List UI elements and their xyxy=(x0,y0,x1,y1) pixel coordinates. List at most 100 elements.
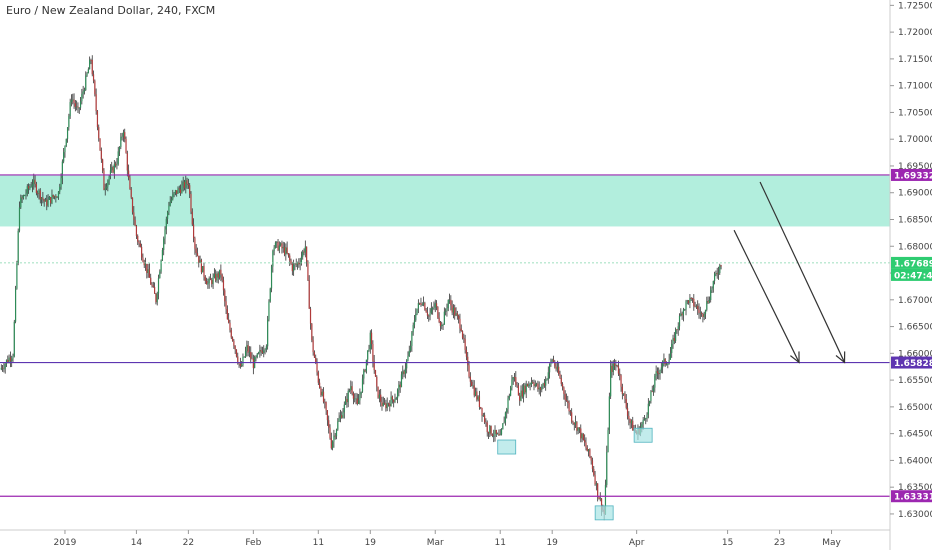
candle-body xyxy=(195,248,197,254)
candle-body xyxy=(303,251,305,253)
candle-body xyxy=(20,197,22,208)
candle-body xyxy=(95,94,97,112)
candle-body xyxy=(383,402,386,404)
candle-body xyxy=(629,419,631,424)
candle-body xyxy=(239,363,241,367)
candle-body xyxy=(437,306,439,318)
candle-body xyxy=(404,368,406,374)
candle-body xyxy=(476,391,478,400)
candle-body xyxy=(537,383,539,390)
candle-body xyxy=(416,308,418,315)
candle-body xyxy=(18,207,21,231)
candle-body xyxy=(482,415,484,417)
candle-body xyxy=(465,349,468,357)
candle-body xyxy=(555,366,557,370)
candle-body xyxy=(98,127,100,139)
candle-body xyxy=(130,189,132,198)
candle-body xyxy=(135,225,138,236)
candle-body xyxy=(47,199,49,206)
candle-body xyxy=(141,246,143,258)
candle-body xyxy=(517,385,520,396)
candle-body xyxy=(504,412,507,423)
x-tick-label: Feb xyxy=(245,538,261,548)
candle-body xyxy=(593,468,595,476)
candle-body xyxy=(189,185,191,194)
candle-body xyxy=(329,427,331,439)
candle-body xyxy=(86,73,88,76)
candle-body xyxy=(512,377,514,380)
candle-body xyxy=(212,276,214,285)
candle-body xyxy=(154,286,156,294)
candle-body xyxy=(664,358,666,365)
x-tick-label: 22 xyxy=(183,538,194,548)
candle-body xyxy=(448,299,451,301)
candle-body xyxy=(341,415,343,418)
candle-body xyxy=(348,390,351,391)
candle-body xyxy=(156,293,158,303)
candle-body xyxy=(216,273,218,281)
candle-body xyxy=(103,170,105,191)
y-tick-label: 1.63500 xyxy=(898,483,932,493)
candle-body xyxy=(92,74,95,81)
candle-body xyxy=(220,269,222,275)
candle-body xyxy=(160,260,162,272)
candle-body xyxy=(495,430,497,434)
candle-body xyxy=(541,386,543,390)
candle-body xyxy=(645,418,647,420)
x-tick-label: May xyxy=(822,538,841,548)
candle-body xyxy=(564,393,566,400)
candle-body xyxy=(34,179,36,184)
candle-body xyxy=(302,251,304,257)
candle-body xyxy=(485,422,487,423)
candle-body xyxy=(290,260,292,264)
candle-body xyxy=(280,243,282,246)
candle-body xyxy=(628,415,630,420)
x-tick-label: 23 xyxy=(774,538,785,548)
candle-body xyxy=(150,277,152,285)
candle-body xyxy=(493,435,495,437)
candle-body xyxy=(560,378,562,384)
candle-body xyxy=(403,371,405,374)
plot-background xyxy=(0,0,890,530)
candle-body xyxy=(429,312,431,316)
candle-body xyxy=(90,59,92,61)
candle-body xyxy=(225,301,227,310)
candle-body xyxy=(655,371,657,376)
y-tick-label: 1.68500 xyxy=(898,215,932,225)
candle-body xyxy=(81,93,83,102)
candle-body xyxy=(312,340,314,353)
projection-arrow-line xyxy=(733,229,800,363)
candle-body xyxy=(600,498,603,510)
candle-body xyxy=(612,363,614,372)
candle-body xyxy=(332,441,334,449)
candle-body xyxy=(272,251,274,267)
candle-body xyxy=(678,315,681,327)
candle-body xyxy=(459,318,461,329)
x-tick-label: 19 xyxy=(365,538,377,548)
x-tick-label: 14 xyxy=(131,538,143,548)
candle-body xyxy=(105,186,108,189)
candle-body xyxy=(152,285,154,287)
candle-body xyxy=(677,326,679,330)
candle-body xyxy=(354,398,356,400)
candle-body xyxy=(606,451,608,485)
candle-body xyxy=(120,136,122,147)
candle-body xyxy=(198,255,200,263)
candle-body xyxy=(252,358,254,368)
candle-body xyxy=(68,116,70,128)
candle-body xyxy=(207,283,209,285)
candle-body xyxy=(625,399,627,408)
candle-body xyxy=(656,371,659,374)
candle-body xyxy=(330,438,332,449)
candle-body xyxy=(94,80,96,95)
candle-body xyxy=(8,357,10,363)
candle-body xyxy=(143,261,145,266)
candle-body xyxy=(307,261,309,281)
candle-body xyxy=(441,324,443,327)
candle-body xyxy=(545,379,547,386)
candle-body xyxy=(309,308,312,324)
candle-body xyxy=(516,384,518,386)
candle-body xyxy=(3,368,5,370)
candle-body xyxy=(372,344,374,362)
candle-body xyxy=(42,197,44,200)
